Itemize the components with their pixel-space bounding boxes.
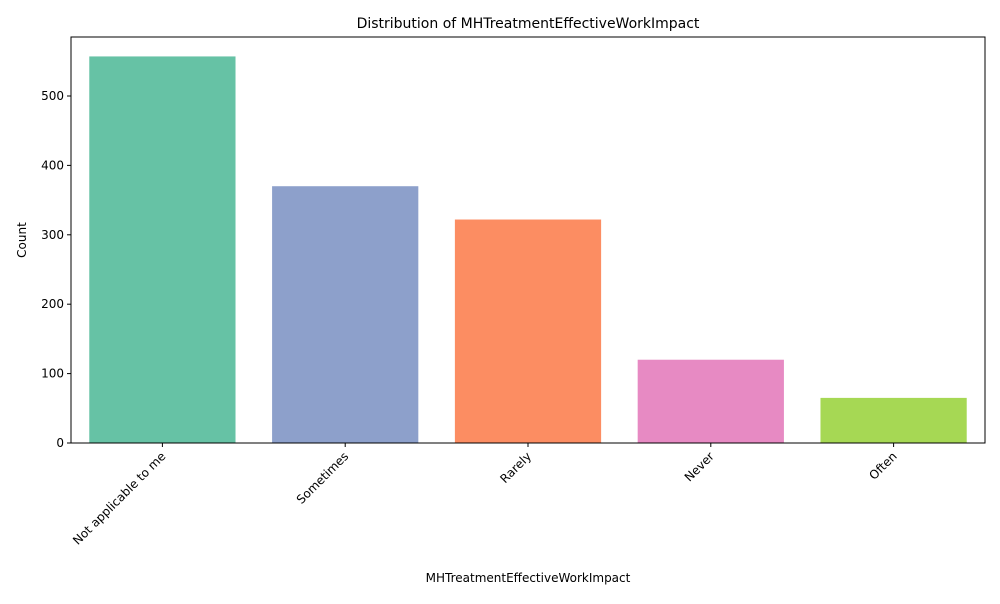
bars-layer — [89, 56, 967, 443]
y-tick-label: 300 — [41, 228, 64, 242]
plot-frame — [70, 36, 986, 444]
y-tick-label: 500 — [41, 89, 64, 103]
y-axis-ticks: 0 100 200 300 400 500 — [41, 89, 71, 450]
bar-never — [637, 359, 784, 443]
y-tick-label: 400 — [41, 158, 64, 172]
x-tick-label: Not applicable to me — [70, 449, 168, 547]
x-axis-ticks: Not applicable to me Sometimes Rarely Never… — [70, 443, 900, 548]
y-tick-label: 200 — [41, 297, 64, 311]
x-tick-label: Never — [682, 449, 717, 484]
bar-rarely — [454, 219, 602, 443]
x-axis-label: MHTreatmentEffectiveWorkImpact — [426, 571, 631, 585]
bar-not-applicable-to-me — [89, 56, 236, 443]
bar-often — [820, 397, 967, 443]
y-axis-label: Count — [15, 222, 29, 258]
x-tick-label: Sometimes — [294, 449, 352, 507]
x-tick-label: Rarely — [497, 449, 534, 486]
x-tick-label: Often — [866, 449, 899, 482]
y-tick-label: 100 — [41, 367, 64, 381]
y-tick-label: 0 — [56, 436, 64, 450]
chart-title: Distribution of MHTreatmentEffectiveWork… — [357, 16, 700, 32]
bar-sometimes — [272, 186, 419, 443]
